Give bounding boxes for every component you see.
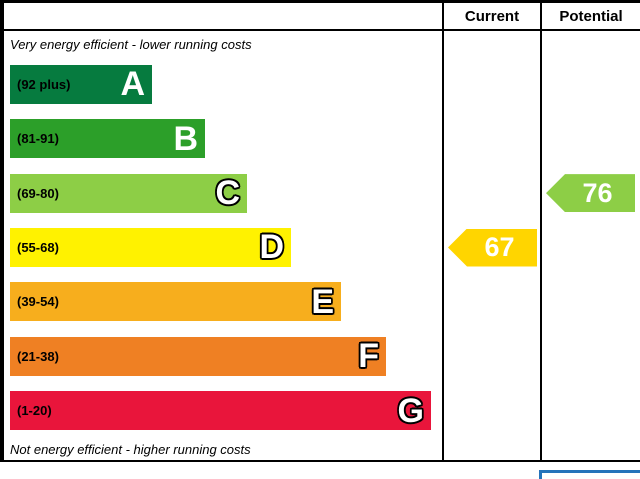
band-bar-G: (1-20) G: [10, 391, 431, 431]
current-rating-arrow: 67: [448, 228, 537, 267]
current-column: Current 67: [442, 3, 540, 460]
band-range-label: (81-91): [17, 131, 59, 147]
partial-next-box-border: [539, 470, 640, 479]
current-column-body: 67: [444, 31, 540, 460]
band-letter: G: [397, 391, 424, 430]
bands-column: Very energy efficient - lower running co…: [4, 3, 442, 460]
band-row-B: (81-91) B: [4, 111, 442, 165]
band-letter: E: [311, 282, 334, 321]
potential-column-body: 76: [542, 31, 640, 460]
band-letter: D: [259, 228, 284, 267]
band-bar-C: (69-80) C: [10, 173, 247, 213]
band-bar-A: (92 plus) A: [10, 64, 152, 104]
bottom-note: Not energy efficient - higher running co…: [10, 441, 251, 457]
band-row-D: (55-68) D: [4, 220, 442, 274]
band-bar-D: (55-68) D: [10, 227, 291, 267]
band-letter: C: [215, 174, 240, 213]
band-range-label: (55-68): [17, 239, 59, 255]
chart-footer: [0, 462, 640, 479]
band-range-label: (39-54): [17, 294, 59, 310]
band-letter: B: [173, 119, 198, 158]
band-row-F: (21-38) F: [4, 329, 442, 383]
potential-column: Potential 76: [540, 3, 640, 460]
bands: (92 plus) A (81-91) B (69-80) C (55-68) D (39-54…: [4, 57, 442, 438]
band-range-label: (69-80): [17, 185, 59, 201]
top-note: Very energy efficient - lower running co…: [10, 36, 252, 52]
band-range-label: (92 plus): [17, 76, 71, 92]
band-bar-F: (21-38) F: [10, 336, 386, 376]
band-bar-B: (81-91) B: [10, 119, 205, 159]
bands-column-header: [4, 3, 442, 31]
rating-chart-table: Very energy efficient - lower running co…: [0, 0, 640, 462]
current-column-header: Current: [444, 3, 540, 31]
band-bar-E: (39-54) E: [10, 282, 341, 322]
potential-column-header: Potential: [542, 3, 640, 31]
band-range-label: (21-38): [17, 348, 59, 364]
band-row-C: (69-80) C: [4, 166, 442, 220]
potential-rating-arrow: 76: [546, 174, 635, 213]
band-range-label: (1-20): [17, 403, 52, 419]
band-letter: F: [358, 337, 379, 376]
band-letter: A: [120, 65, 145, 104]
band-row-A: (92 plus) A: [4, 57, 442, 111]
bands-column-body: Very energy efficient - lower running co…: [4, 31, 442, 460]
band-row-G: (1-20) G: [4, 384, 442, 438]
band-row-E: (39-54) E: [4, 275, 442, 329]
